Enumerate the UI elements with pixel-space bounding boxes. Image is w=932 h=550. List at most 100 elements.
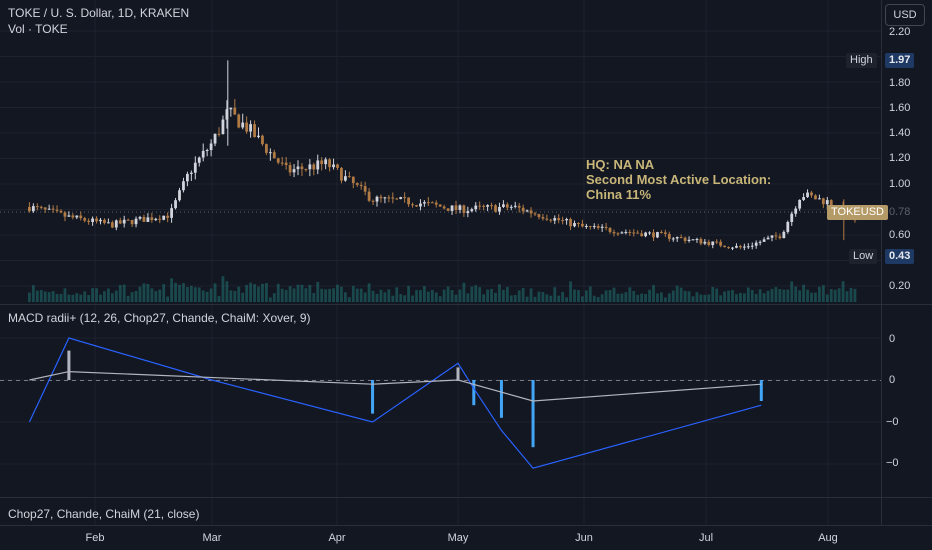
candle[interactable]: [802, 193, 805, 202]
candle[interactable]: [446, 208, 450, 211]
candle[interactable]: [462, 204, 466, 217]
candle[interactable]: [383, 196, 387, 204]
candle[interactable]: [660, 230, 663, 234]
candle[interactable]: [35, 203, 39, 211]
candle[interactable]: [616, 232, 620, 236]
candle[interactable]: [367, 188, 371, 203]
candle[interactable]: [529, 207, 533, 218]
candle[interactable]: [652, 229, 655, 241]
chart-annotation[interactable]: HQ: NA NA Second Most Active Location: C…: [586, 157, 771, 202]
candle[interactable]: [193, 156, 197, 180]
candle[interactable]: [470, 207, 474, 213]
candle[interactable]: [83, 216, 87, 223]
candle[interactable]: [818, 194, 821, 200]
candle[interactable]: [482, 204, 486, 211]
candle[interactable]: [577, 222, 580, 228]
candle[interactable]: [328, 157, 331, 172]
candle[interactable]: [486, 204, 489, 212]
candle[interactable]: [620, 231, 624, 234]
candle[interactable]: [549, 218, 553, 223]
candle[interactable]: [640, 230, 644, 237]
candle[interactable]: [118, 217, 122, 225]
candle[interactable]: [304, 168, 308, 172]
candle[interactable]: [600, 224, 604, 232]
candlesticks[interactable]: [28, 60, 857, 251]
candle[interactable]: [553, 215, 557, 225]
candle[interactable]: [103, 218, 106, 225]
candle[interactable]: [691, 238, 695, 241]
candle[interactable]: [363, 181, 367, 196]
candle[interactable]: [395, 197, 399, 200]
candle[interactable]: [122, 215, 126, 228]
candle[interactable]: [679, 234, 683, 239]
candle[interactable]: [430, 201, 434, 204]
candle[interactable]: [746, 243, 750, 250]
candle[interactable]: [347, 171, 351, 178]
candle[interactable]: [344, 170, 347, 182]
candle[interactable]: [39, 205, 43, 210]
candle[interactable]: [699, 237, 703, 246]
candle[interactable]: [782, 230, 786, 239]
candle[interactable]: [312, 162, 316, 176]
candle[interactable]: [498, 202, 501, 215]
candle[interactable]: [466, 206, 470, 218]
candle[interactable]: [533, 211, 537, 217]
candle[interactable]: [241, 113, 245, 130]
candle[interactable]: [711, 241, 715, 249]
candle[interactable]: [798, 199, 802, 211]
candle[interactable]: [525, 209, 529, 213]
candle[interactable]: [237, 113, 241, 129]
candle[interactable]: [569, 217, 572, 231]
candle[interactable]: [806, 189, 809, 198]
candle[interactable]: [731, 246, 734, 251]
candle[interactable]: [671, 236, 675, 242]
candle[interactable]: [537, 213, 541, 220]
candle[interactable]: [28, 202, 31, 213]
candle[interactable]: [268, 148, 272, 161]
candle[interactable]: [604, 222, 608, 231]
candle[interactable]: [683, 236, 687, 244]
candle[interactable]: [292, 164, 296, 178]
candle[interactable]: [675, 236, 679, 242]
candle[interactable]: [359, 181, 363, 190]
candle[interactable]: [95, 216, 98, 224]
candle[interactable]: [786, 220, 790, 234]
candle[interactable]: [51, 205, 55, 213]
candle[interactable]: [213, 133, 217, 147]
candle[interactable]: [71, 213, 75, 220]
candle[interactable]: [557, 214, 561, 224]
candle[interactable]: [355, 182, 359, 187]
candle[interactable]: [715, 239, 719, 245]
candle[interactable]: [667, 231, 671, 242]
candle[interactable]: [521, 204, 525, 215]
candle[interactable]: [31, 203, 35, 213]
candle[interactable]: [505, 202, 509, 211]
candle[interactable]: [419, 199, 422, 211]
candle[interactable]: [735, 243, 738, 249]
candle[interactable]: [387, 195, 391, 203]
candle[interactable]: [126, 218, 130, 221]
candle[interactable]: [391, 192, 395, 204]
candle[interactable]: [778, 233, 782, 240]
candle[interactable]: [182, 177, 185, 193]
candle[interactable]: [186, 171, 189, 187]
candle[interactable]: [608, 227, 612, 234]
candle[interactable]: [644, 231, 647, 238]
candle[interactable]: [296, 160, 300, 176]
candle[interactable]: [114, 219, 118, 231]
candle[interactable]: [288, 162, 292, 176]
candle[interactable]: [478, 201, 482, 210]
candle[interactable]: [316, 154, 320, 175]
candle[interactable]: [205, 148, 209, 157]
candle[interactable]: [261, 134, 264, 146]
candle[interactable]: [63, 211, 67, 222]
candle[interactable]: [754, 240, 758, 249]
candle[interactable]: [814, 194, 817, 200]
candle[interactable]: [162, 215, 166, 221]
candle[interactable]: [67, 211, 71, 217]
chop-legend[interactable]: Chop27, Chande, ChaiM (21, close): [8, 507, 200, 521]
candle[interactable]: [249, 120, 252, 138]
candle[interactable]: [561, 216, 565, 225]
candle[interactable]: [790, 211, 794, 226]
candle[interactable]: [221, 115, 225, 135]
